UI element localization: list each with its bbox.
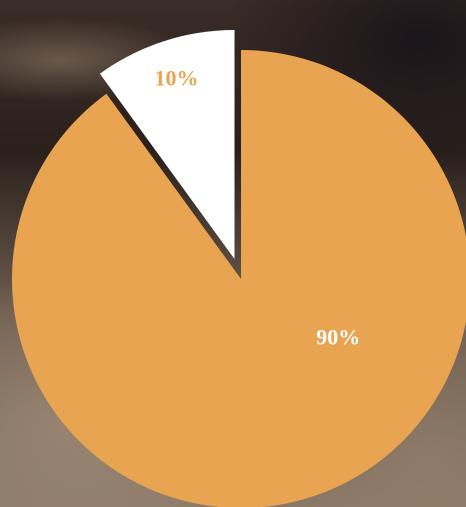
pie-slice xyxy=(99,30,235,260)
slice-label: 90% xyxy=(316,325,360,350)
pie-slice xyxy=(12,50,466,507)
slice-label: 10% xyxy=(154,65,198,90)
